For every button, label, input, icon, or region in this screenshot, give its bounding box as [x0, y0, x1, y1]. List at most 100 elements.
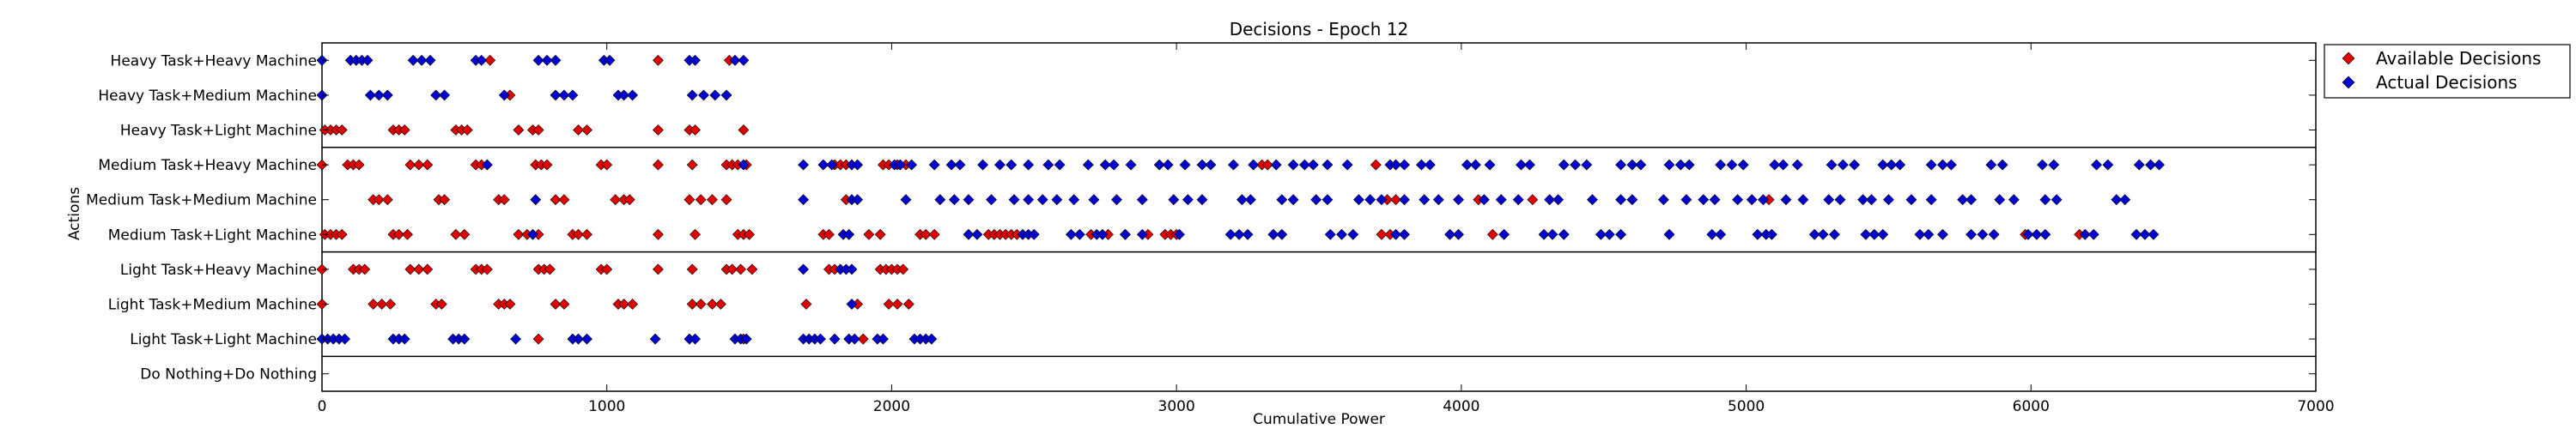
available-decision-point	[883, 299, 895, 310]
actual-decision-point	[550, 54, 562, 66]
actual-decision-point	[1780, 194, 1792, 206]
actual-decision-point	[1028, 228, 1040, 240]
actual-decision-point	[1965, 194, 1978, 206]
available-decision-point	[336, 124, 348, 136]
actual-decision-point	[945, 159, 957, 171]
actual-decision-point	[407, 54, 419, 66]
actual-decision-point	[1777, 159, 1789, 171]
actual-decision-point	[720, 89, 732, 101]
actual-decision-point	[1399, 159, 1410, 171]
actual-decision-point	[1287, 194, 1299, 206]
available-decision-point	[336, 228, 348, 240]
actual-decision-point	[1837, 159, 1849, 171]
actual-decision-point	[1248, 159, 1260, 171]
actual-decision-point	[1051, 194, 1063, 206]
available-decision-point	[823, 228, 835, 240]
actual-decision-point	[1228, 159, 1239, 171]
actual-decision-point	[1099, 159, 1111, 171]
available-decision-point	[353, 159, 365, 171]
actual-decision-point	[1766, 228, 1777, 240]
actual-decision-point	[527, 228, 538, 240]
y-axis-label: Actions	[66, 187, 83, 240]
actual-decision-point	[1008, 194, 1020, 206]
actual-decision-point	[2130, 228, 2142, 240]
actual-decision-point	[339, 333, 350, 345]
actual-decision-point	[994, 159, 1005, 171]
actual-decision-point	[698, 89, 709, 101]
actual-decision-point	[948, 194, 960, 206]
available-decision-point	[573, 124, 584, 136]
actual-decision-point	[573, 333, 584, 345]
actual-decision-point	[1432, 194, 1444, 206]
actual-decision-point	[2145, 159, 2157, 171]
actual-decision-point	[826, 159, 838, 171]
actual-decision-point	[1153, 159, 1165, 171]
actual-decision-point	[1310, 194, 1322, 206]
actual-decision-point	[1866, 194, 1877, 206]
actual-decision-point	[1233, 228, 1245, 240]
actual-decision-point	[1321, 194, 1334, 206]
available-decision-point	[532, 333, 544, 345]
actual-decision-point	[649, 333, 661, 345]
actual-decision-point	[1179, 159, 1191, 171]
available-decision-point	[652, 263, 664, 275]
actual-decision-point	[1994, 194, 2006, 206]
actual-decision-point	[1657, 194, 1669, 206]
available-decision-point	[891, 299, 903, 310]
actual-decision-point	[1097, 228, 1109, 240]
available-decision-point	[652, 124, 664, 136]
actual-decision-point	[1663, 159, 1675, 171]
available-decision-point	[413, 159, 425, 171]
actual-decision-point	[1276, 228, 1288, 240]
actual-decision-point	[906, 159, 918, 171]
actual-decision-point	[1347, 228, 1359, 240]
actual-decision-point	[1758, 194, 1769, 206]
actual-decision-point	[1023, 159, 1035, 171]
actual-decision-point	[1626, 159, 1638, 171]
actual-decision-point	[1424, 159, 1436, 171]
y-tick-label: Light Task+Light Machine	[130, 331, 317, 348]
actual-decision-point	[1498, 228, 1510, 240]
actual-decision-point	[1484, 159, 1496, 171]
actual-decision-point	[1390, 228, 1401, 240]
actual-decision-point	[1965, 228, 1978, 240]
available-decision-point	[857, 333, 869, 345]
legend-marker-available	[2342, 51, 2355, 65]
actual-decision-point	[1823, 194, 1835, 206]
actual-decision-point	[1419, 194, 1431, 206]
actual-decision-point	[848, 333, 860, 345]
available-decision-point	[690, 228, 701, 240]
available-decision-point	[484, 54, 496, 66]
actual-decision-point	[1321, 159, 1334, 171]
actual-decision-point	[1849, 159, 1861, 171]
available-decision-point	[800, 299, 812, 310]
actual-decision-point	[1415, 159, 1427, 171]
actual-decision-point	[1587, 194, 1598, 206]
actual-decision-point	[1877, 159, 1889, 171]
available-decision-point	[618, 299, 630, 310]
actual-decision-point	[2139, 228, 2151, 240]
actual-decision-point	[1988, 228, 2000, 240]
actual-decision-point	[986, 194, 997, 206]
actual-decision-point	[963, 194, 975, 206]
actual-decision-point	[843, 228, 855, 240]
actual-decision-point	[1834, 194, 1846, 206]
actual-decision-point	[1364, 194, 1376, 206]
actual-decision-point	[1663, 228, 1675, 240]
actual-decision-point	[1715, 228, 1727, 240]
actual-decision-point	[1023, 194, 1035, 206]
actual-decision-point	[2050, 194, 2063, 206]
actual-decision-point	[1857, 194, 1868, 206]
actual-decision-point	[1595, 228, 1607, 240]
actual-decision-point	[2119, 194, 2131, 206]
actual-decision-point	[1054, 159, 1066, 171]
actual-decision-point	[1715, 159, 1727, 171]
y-tick-label: Medium Task+Medium Machine	[86, 192, 317, 209]
x-tick-label: 0	[318, 398, 327, 415]
available-decision-point	[695, 299, 707, 310]
actual-decision-point	[1174, 228, 1185, 240]
available-decision-point	[720, 194, 732, 206]
actual-decision-point	[1868, 228, 1880, 240]
actual-decision-point	[1088, 194, 1100, 206]
